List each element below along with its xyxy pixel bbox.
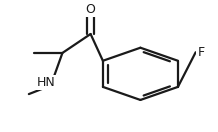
Text: F: F bbox=[198, 46, 205, 59]
Text: O: O bbox=[86, 3, 95, 16]
Text: HN: HN bbox=[37, 76, 56, 89]
